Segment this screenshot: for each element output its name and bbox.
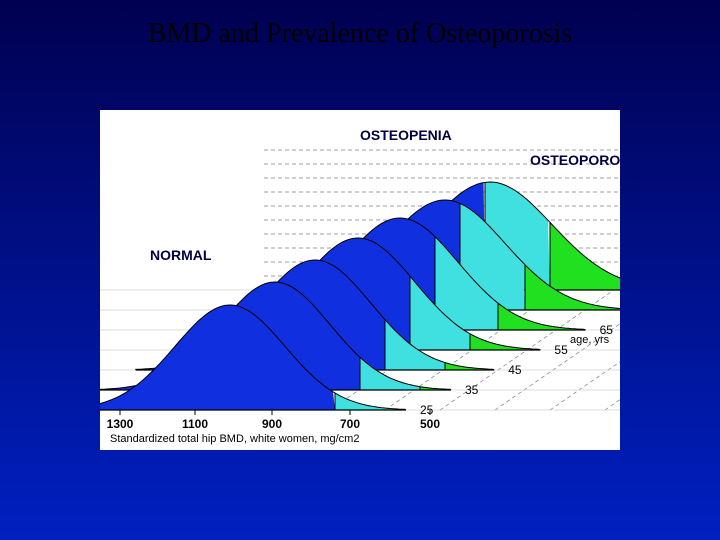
svg-text:25: 25 [420, 403, 434, 417]
svg-text:1300: 1300 [107, 417, 134, 431]
svg-text:55: 55 [554, 343, 568, 357]
svg-text:age, yrs: age, yrs [570, 334, 610, 346]
chart-panel: 8575655545352513001100900700500Standardi… [100, 110, 620, 450]
svg-text:35: 35 [465, 383, 479, 397]
title-text: BMD and Prevalence of Osteoporosis [148, 18, 573, 49]
page-title: BMD and Prevalence of Osteoporosis [0, 18, 720, 50]
svg-text:700: 700 [340, 417, 360, 431]
svg-text:Standardized total hip BMD, wh: Standardized total hip BMD, white women,… [110, 433, 359, 445]
svg-text:OSTEOPENIA: OSTEOPENIA [360, 127, 452, 143]
svg-text:900: 900 [262, 417, 282, 431]
svg-text:45: 45 [508, 363, 522, 377]
svg-text:500: 500 [420, 417, 440, 431]
svg-text:NORMAL: NORMAL [150, 247, 212, 263]
svg-text:1100: 1100 [182, 417, 208, 431]
slide: BMD and Prevalence of Osteoporosis 85756… [0, 0, 720, 540]
svg-text:OSTEOPOROSIS: OSTEOPOROSIS [530, 152, 620, 168]
ridgeline-chart: 8575655545352513001100900700500Standardi… [100, 110, 620, 450]
